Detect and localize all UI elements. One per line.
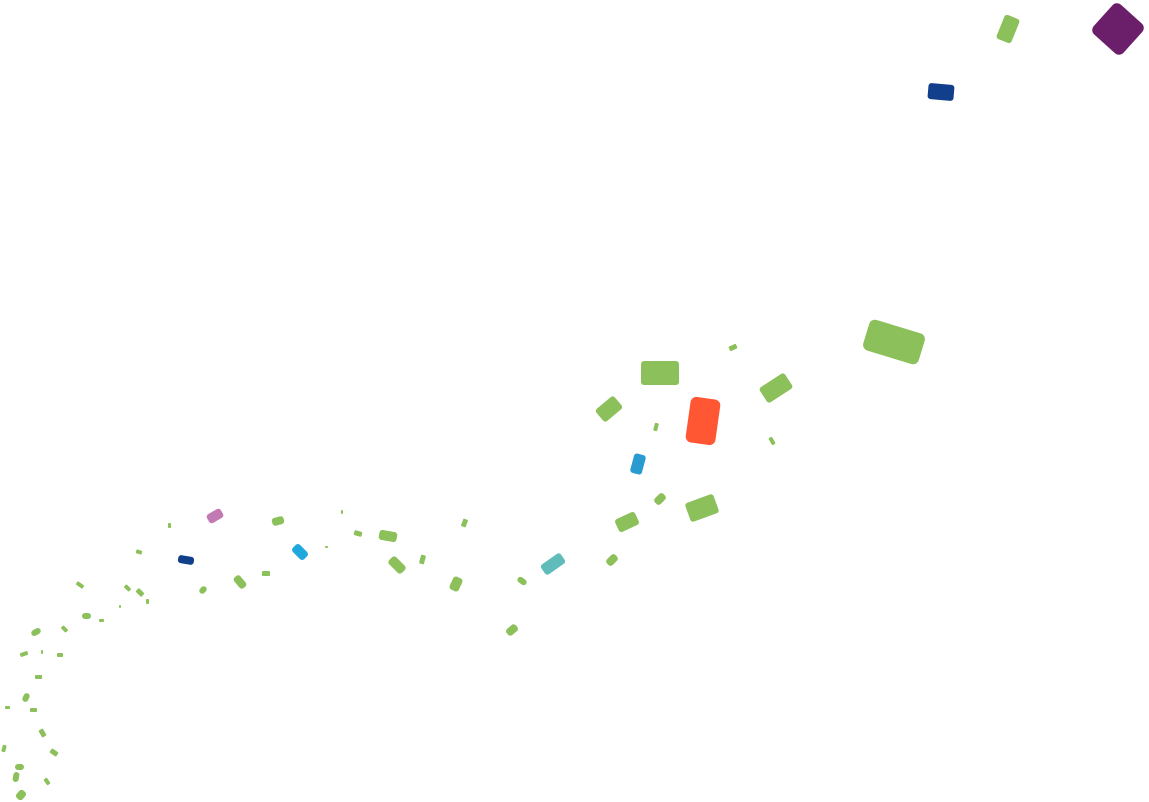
green-rounded-rect-mark [684, 493, 720, 523]
green-rounded-rect-mark [29, 708, 37, 712]
green-rounded-rect-mark [232, 574, 248, 590]
green-rounded-rect-mark [418, 554, 426, 564]
green-rounded-rect-mark [604, 552, 620, 568]
green-rounded-rect-mark [43, 776, 51, 786]
green-rounded-rect-mark [167, 522, 171, 528]
green-rounded-rect-mark [49, 747, 59, 757]
green-rounded-rect-mark [34, 675, 42, 679]
purple-rounded-rect-mark [1089, 0, 1147, 58]
green-rounded-rect-mark [135, 587, 145, 597]
green-rounded-rect-mark [262, 570, 270, 576]
cyan-rounded-rect-mark [290, 542, 310, 562]
green-rounded-rect-mark [75, 581, 85, 589]
green-rounded-rect-mark [21, 691, 31, 703]
green-rounded-rect-mark [378, 529, 398, 543]
green-rounded-rect-mark [30, 626, 42, 638]
green-rounded-rect-mark [1, 744, 7, 752]
green-rounded-rect-mark [504, 623, 520, 637]
green-rounded-rect-mark [57, 653, 63, 657]
green-rounded-rect-mark [198, 585, 208, 595]
navy-rounded-rect-mark [927, 82, 955, 102]
green-rounded-rect-mark [14, 788, 28, 802]
green-rounded-rect-mark [460, 518, 468, 528]
green-rounded-rect-mark [135, 549, 143, 555]
green-rounded-rect-mark [516, 575, 528, 587]
green-rounded-rect-mark [324, 546, 328, 548]
blue-rounded-rect-mark [629, 452, 647, 476]
green-rounded-rect-mark [995, 13, 1021, 45]
green-rounded-rect-mark [861, 318, 927, 366]
green-rounded-rect-mark [37, 728, 47, 738]
green-rounded-rect-mark [145, 598, 149, 604]
green-rounded-rect-mark [60, 625, 68, 633]
green-rounded-rect-mark [768, 436, 776, 446]
green-rounded-rect-mark [652, 491, 668, 507]
green-rounded-rect-mark [353, 529, 363, 537]
green-rounded-rect-mark [641, 361, 679, 385]
green-rounded-rect-mark [81, 613, 91, 619]
green-rounded-rect-mark [448, 575, 464, 593]
green-rounded-rect-mark [614, 511, 640, 533]
green-rounded-rect-mark [271, 515, 285, 527]
green-rounded-rect-mark [387, 555, 407, 575]
green-rounded-rect-mark [653, 422, 659, 432]
navy-rounded-rect-mark [177, 554, 195, 566]
green-rounded-rect-mark [119, 604, 121, 608]
pink-rounded-rect-mark [205, 507, 225, 525]
green-rounded-rect-mark [4, 705, 10, 709]
teal-rounded-rect-mark [539, 552, 567, 576]
green-rounded-rect-mark [19, 650, 29, 658]
green-rounded-rect-mark [123, 584, 131, 592]
green-rounded-rect-mark [12, 771, 20, 783]
green-rounded-rect-mark [594, 395, 624, 423]
green-rounded-rect-mark [758, 372, 794, 404]
red-rounded-rect-mark [684, 396, 722, 446]
green-rounded-rect-mark [341, 510, 343, 514]
green-rounded-rect-mark [41, 650, 43, 654]
green-rounded-rect-mark [14, 764, 24, 770]
green-rounded-rect-mark [98, 618, 104, 622]
green-rounded-rect-mark [728, 343, 738, 351]
